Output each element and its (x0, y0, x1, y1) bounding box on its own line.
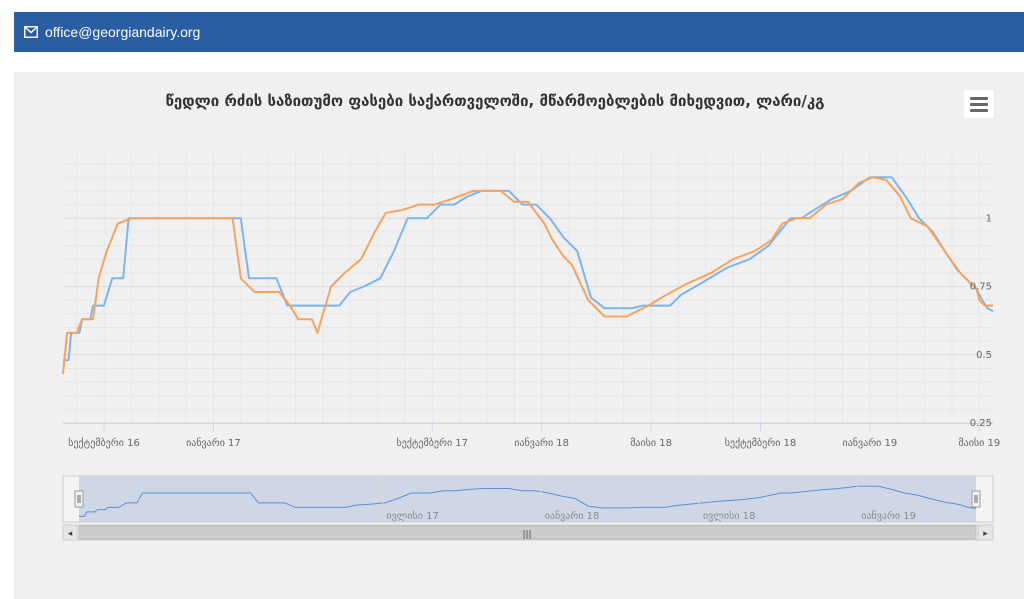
y-tick-label: 0.5 (976, 350, 992, 361)
x-tick-label: იანვარი 19 (843, 437, 898, 449)
plot-series (62, 176, 994, 374)
navigator-handle[interactable] (74, 490, 84, 508)
x-tick-label: მაისი 19 (958, 437, 1000, 449)
x-tick-label: სექტემბერი 18 (725, 437, 797, 449)
navigator-handle-body (971, 490, 981, 508)
chart-menu-button[interactable] (964, 90, 994, 118)
x-tick-label: იანვარი 18 (514, 437, 569, 449)
scrollbar-grip: ||| (522, 530, 531, 540)
x-tick-label: იანვარი 17 (186, 437, 241, 449)
navigator: ივლისი 17 იანვარი 18 ივლისი 18 იანვარი 19 ||… (62, 475, 994, 541)
x-tick-label: მაისი 18 (630, 437, 672, 449)
scrollbar-thumb[interactable] (78, 525, 977, 540)
chart-title: წედლი რძის საზითუმო ფასები საქართველოში,… (165, 92, 825, 110)
series-line-1 (63, 176, 994, 362)
hamburger-icon-bar (970, 108, 988, 112)
plot-axes: 0.25 0.5 0.75 1 სექტემბერი 16 იანვარი 17 სექტე… (63, 213, 1000, 449)
arrow-left-icon: ◂ (68, 529, 73, 539)
y-tick-label: 0.75 (970, 282, 992, 293)
envelope-icon (24, 26, 38, 38)
navigator-series-line (79, 485, 977, 517)
series-line-2 (62, 176, 993, 374)
scroll-right-button[interactable] (977, 524, 994, 541)
navigator-handle[interactable] (971, 490, 981, 508)
x-tick-label: სექტემბერი 17 (396, 437, 468, 449)
arrow-right-icon: ▸ (983, 529, 988, 539)
y-tick-label: 1 (986, 213, 992, 224)
hamburger-icon-bar (970, 102, 988, 106)
navigator-tick-label: იანვარი 19 (861, 510, 916, 522)
navigator-selected-range (79, 476, 976, 522)
navigator-tick-label: იანვარი 18 (545, 510, 600, 522)
navigator-tick-label: ივლისი 17 (386, 510, 438, 522)
plot-grid (63, 150, 993, 424)
x-tick-label: სექტემბერი 16 (68, 437, 140, 449)
email-link[interactable]: office@georgiandairy.org (45, 24, 201, 40)
navigator-handle-body (74, 490, 84, 508)
hamburger-icon-bar (970, 96, 988, 100)
top-bar: office@georgiandairy.org (14, 12, 1024, 52)
y-tick-label: 0.25 (970, 418, 992, 429)
scroll-left-button[interactable] (62, 524, 78, 541)
navigator-tick-label: ივლისი 18 (703, 510, 755, 522)
